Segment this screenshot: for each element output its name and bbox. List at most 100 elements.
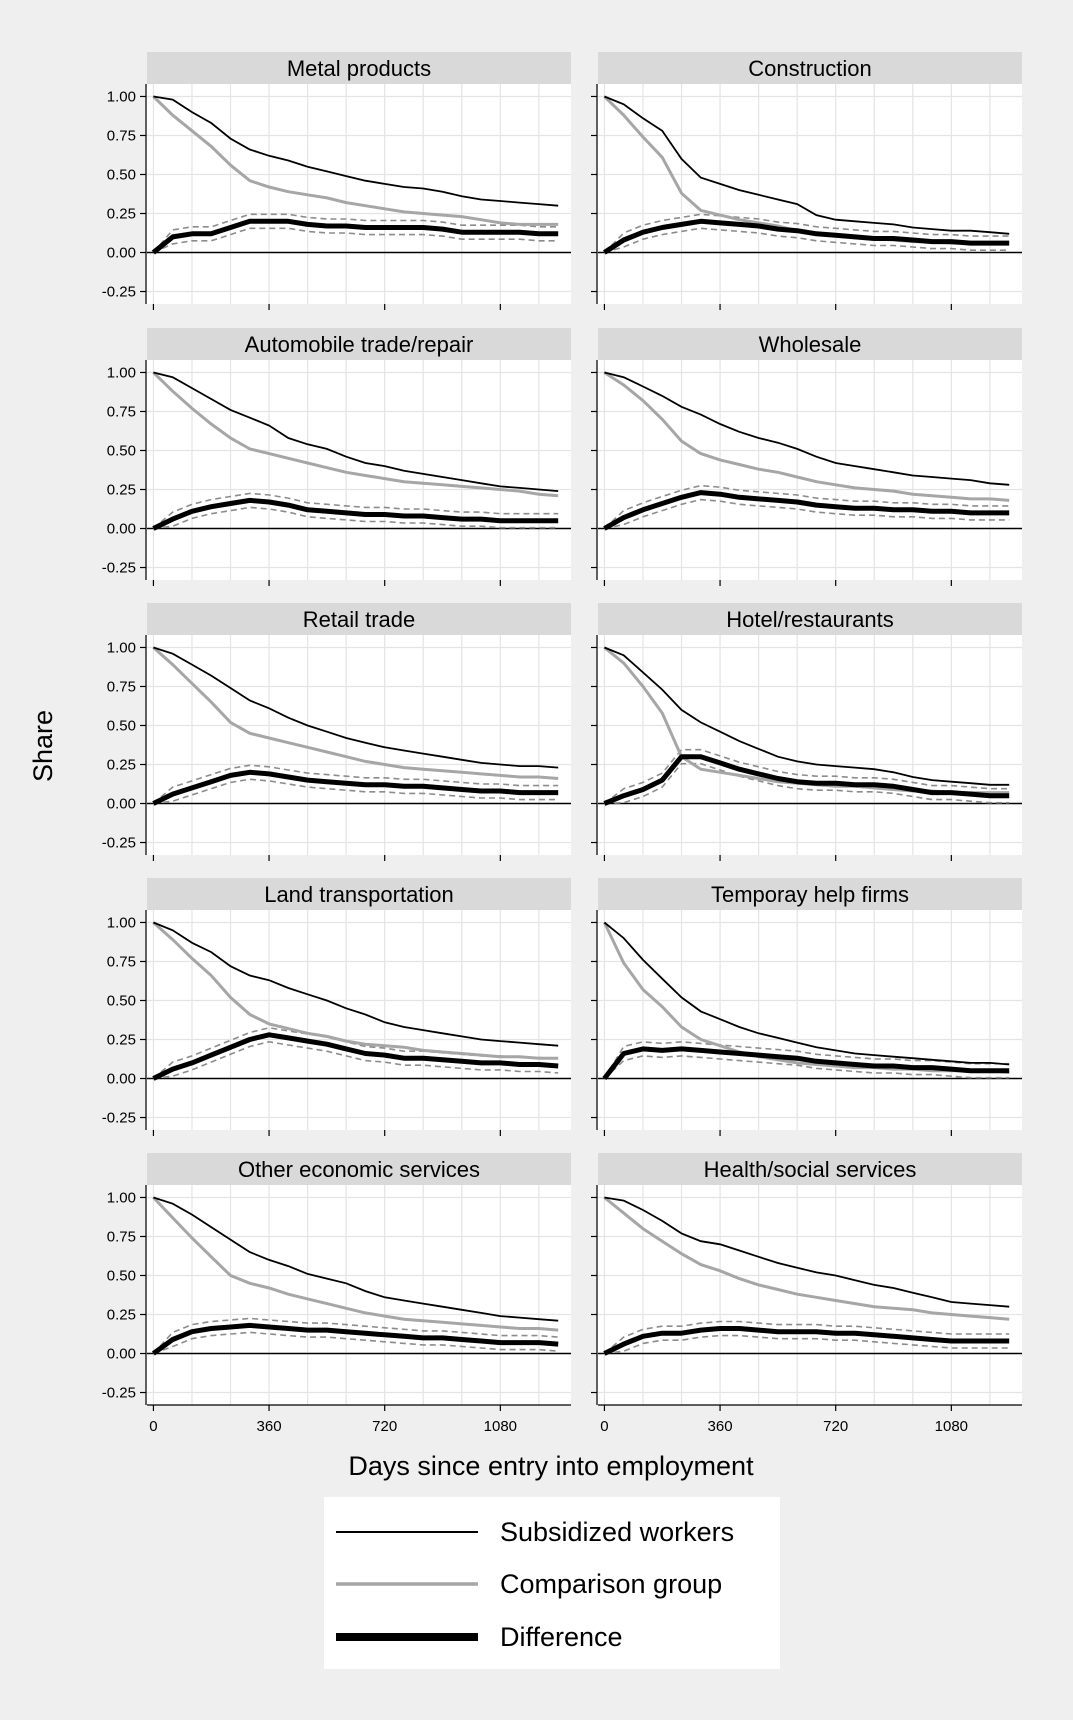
series-ci-lower [153,778,559,805]
y-tick-label: 0.75 [107,953,136,970]
series-difference [152,497,559,531]
series-subsidized-workers [604,646,1010,786]
series-difference [603,490,1010,531]
y-axis-title: Share [28,710,58,782]
series-ci-lower [153,1040,559,1080]
y-tick-label: 0.50 [107,717,136,734]
y-tick-label: 0.25 [107,482,136,499]
panel-title: Retail trade [303,607,416,632]
y-tick-label: 0.25 [107,206,136,223]
panel-title-strip [147,328,571,360]
panel-6: Hotel/restaurants-0.250.000.250.500.751.… [591,603,1022,861]
panel-title-strip [147,1153,571,1185]
series-difference [151,1322,559,1356]
panel-plot-area [147,360,571,580]
series-ci-lower [604,762,1010,805]
y-tick-label: 0.75 [107,403,136,420]
y-tick-label: 0.00 [107,1346,136,1363]
panel-title-strip [598,328,1022,360]
panel-title-strip [147,603,571,635]
y-tick-label: 0.25 [107,1032,136,1049]
panel-plot-area [147,910,571,1130]
series-difference [603,218,1010,255]
legend-label-subsidized: Subsidized workers [500,1517,734,1547]
series-ci-upper [603,1320,1010,1355]
panel-title-strip [147,878,571,910]
panel-title: Construction [748,56,872,81]
x-tick-label: 360 [708,1418,733,1435]
y-tick-label: 1.00 [107,639,136,656]
y-tick-label: 1.00 [107,914,136,931]
x-tick-label: 720 [372,1418,397,1435]
series-subsidized-workers [153,1196,559,1322]
panel-plot-area [598,84,1022,304]
series-ci-upper [152,213,559,254]
panel-title-strip [598,52,1022,84]
y-tick-label: -0.25 [102,1385,136,1402]
series-ci-lower [153,506,559,530]
panel-title: Other economic services [238,1157,480,1182]
y-tick-label: 0.75 [107,678,136,695]
series-comparison-group [603,371,1010,502]
y-tick-label: 0.25 [107,1307,136,1324]
series-subsidized-workers [604,95,1010,235]
series-ci-lower [604,1334,1010,1355]
y-tick-label: 0.25 [107,757,136,774]
panel-plot-area [147,1185,571,1405]
panel-plot-area [147,635,571,855]
series-comparison-group [152,371,559,498]
panel-title-strip [598,878,1022,910]
y-tick-label: 1.00 [107,1189,136,1206]
series-subsidized-workers [153,921,559,1047]
y-tick-label: -0.25 [102,560,136,577]
series-ci-lower [604,498,1010,530]
series-ci-upper [603,1040,1010,1079]
series-ci-upper [152,492,559,530]
x-tick-label: 1080 [484,1418,517,1435]
y-tick-label: 0.50 [107,992,136,1009]
x-tick-label: 360 [257,1418,282,1435]
series-subsidized-workers [153,371,559,492]
series-comparison-group [603,1196,1010,1321]
series-ci-lower [153,227,559,254]
panel-plot-area [598,360,1022,580]
legend-label-comparison: Comparison group [500,1569,722,1599]
panel-plot-area [598,910,1022,1130]
series-comparison-group [152,921,559,1060]
series-difference [603,754,1010,806]
panel-plot-area [147,84,571,304]
series-subsidized-workers [153,95,559,207]
y-tick-label: 0.00 [107,521,136,538]
series-difference [152,1032,559,1081]
panel-title: Metal products [287,56,431,81]
x-axis-title: Days since entry into employment [348,1451,754,1481]
panel-3: Automobile trade/repair -0.25 0.00 0.25 0.50… [102,328,571,586]
x-tick-label: 0 [149,1418,157,1435]
series-comparison-group [152,95,559,226]
panel-title: Temporay help firms [711,882,909,907]
y-tick-label: -0.25 [102,1110,136,1127]
panel-5: Retail trade -0.25 0.00 0.25 0.50 0.75 1.00 [102,603,571,861]
y-tick-label: 0.00 [107,796,136,813]
legend: Subsidized workers Comparison group Diff… [324,1497,780,1669]
series-ci-upper [152,1317,559,1355]
panel-10: Health/social services-0.250.000.250.500… [591,1153,1022,1435]
panel-4: Wholesale-0.250.000.250.500.751.00 [591,328,1022,586]
y-tick-label: 1.00 [107,364,136,381]
panel-plot-area [598,635,1022,855]
series-difference [151,218,559,255]
series-ci-lower [153,1331,559,1355]
y-tick-label: 0.75 [107,127,136,144]
panel-title-strip [598,1153,1022,1185]
y-tick-label: -0.25 [102,284,136,301]
legend-label-difference: Difference [500,1622,623,1652]
y-tick-label: 0.00 [107,1071,136,1088]
panel-7: Land transportation -0.25 0.00 0.25 0.50 0.75… [102,878,571,1136]
panel-title: Land transportation [264,882,454,907]
x-tick-label: 1080 [935,1418,968,1435]
series-ci-upper [603,748,1010,805]
series-subsidized-workers [153,646,559,769]
y-tick-label: 0.75 [107,1228,136,1245]
